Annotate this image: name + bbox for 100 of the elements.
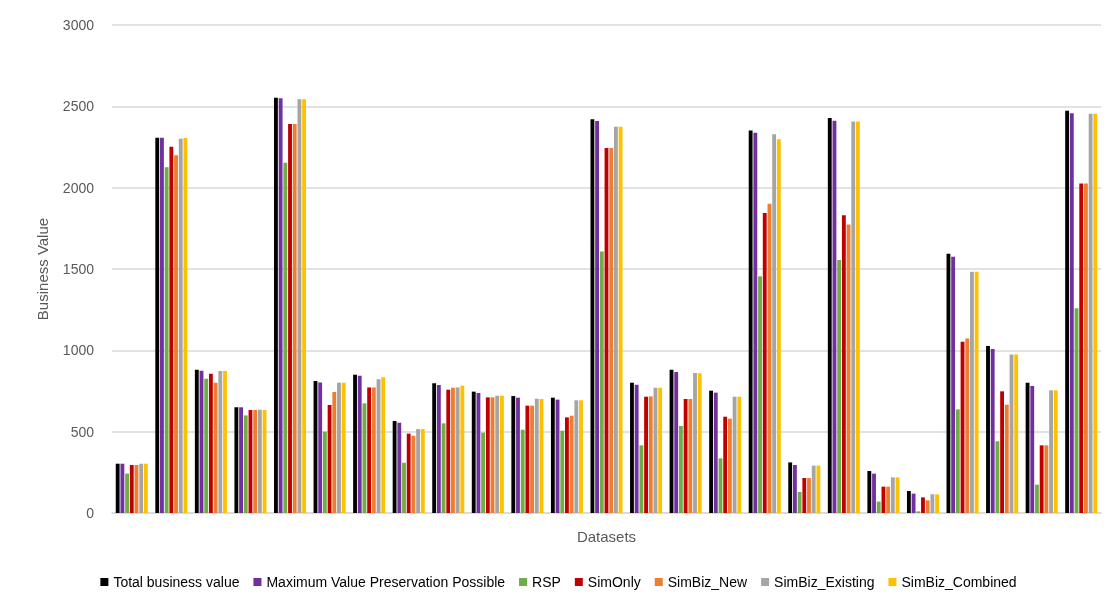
bar xyxy=(965,338,970,513)
bar xyxy=(802,478,807,513)
bar xyxy=(1049,390,1053,513)
bar xyxy=(792,465,797,513)
bar xyxy=(178,138,183,513)
bar xyxy=(1035,484,1039,513)
bar xyxy=(322,431,327,513)
bar xyxy=(1000,391,1005,513)
bar xyxy=(476,392,481,513)
bar xyxy=(406,433,411,513)
bar xyxy=(1004,404,1009,513)
bar xyxy=(451,387,455,513)
bar xyxy=(302,99,307,513)
bar xyxy=(688,398,693,513)
bar xyxy=(411,435,416,513)
bar xyxy=(788,462,793,513)
bar xyxy=(1014,354,1019,513)
bar xyxy=(174,155,178,513)
bar xyxy=(204,378,209,513)
bar xyxy=(648,396,653,513)
bar xyxy=(748,130,753,513)
bar xyxy=(772,134,777,513)
bar xyxy=(881,486,886,513)
bar xyxy=(1053,390,1058,513)
bar xyxy=(223,370,227,513)
bar xyxy=(797,492,802,513)
bar xyxy=(837,260,842,513)
bar xyxy=(341,382,346,513)
bar xyxy=(371,387,376,513)
bar xyxy=(155,137,160,513)
bar xyxy=(243,415,248,513)
bar xyxy=(525,405,530,513)
bar xyxy=(1083,183,1088,513)
bar xyxy=(921,497,925,513)
bar xyxy=(599,251,604,513)
y-tick-label: 0 xyxy=(86,505,95,521)
y-tick-label: 3000 xyxy=(62,17,95,33)
bar xyxy=(402,462,406,513)
bar xyxy=(737,396,742,513)
bar xyxy=(332,391,337,513)
bar xyxy=(1039,445,1044,513)
bar xyxy=(995,441,1000,513)
bar xyxy=(574,400,579,513)
bar xyxy=(381,377,386,513)
bar xyxy=(723,416,728,513)
bar xyxy=(530,405,534,513)
bar xyxy=(481,432,486,513)
bar xyxy=(357,375,362,513)
y-tick-label: 500 xyxy=(70,423,95,440)
bar xyxy=(644,396,648,513)
bar xyxy=(397,422,402,513)
bar xyxy=(732,396,737,513)
bar xyxy=(416,429,421,513)
bar xyxy=(807,478,811,513)
bar xyxy=(595,120,600,513)
x-axis-title: Datasets xyxy=(576,528,637,545)
bar xyxy=(1093,113,1098,513)
bar xyxy=(590,119,595,513)
legend-label: RSP xyxy=(532,574,561,590)
bar xyxy=(886,486,891,513)
bar xyxy=(560,430,565,513)
bar xyxy=(867,471,872,513)
bar xyxy=(194,369,199,513)
bar xyxy=(120,463,125,513)
y-tick-label: 2000 xyxy=(62,179,95,196)
bar xyxy=(550,397,555,513)
bar xyxy=(125,473,130,513)
bar xyxy=(851,121,856,513)
bar xyxy=(856,121,860,513)
bar xyxy=(218,370,223,513)
bar xyxy=(841,215,846,513)
bar xyxy=(164,167,169,513)
legend-label: Total business value xyxy=(113,574,240,590)
legend-label: SimBiz_New xyxy=(667,574,748,590)
y-tick-label: 1500 xyxy=(62,261,95,277)
bar xyxy=(129,465,134,513)
bar xyxy=(534,398,539,513)
bar xyxy=(367,387,372,513)
bar xyxy=(471,391,476,513)
bar xyxy=(658,387,663,513)
bar xyxy=(460,385,465,513)
bar xyxy=(257,409,262,513)
bar xyxy=(816,465,821,513)
bar xyxy=(630,382,634,513)
bar xyxy=(1044,445,1049,513)
bar xyxy=(337,382,341,513)
bar xyxy=(327,404,332,513)
bar xyxy=(618,126,623,513)
bar xyxy=(579,400,583,513)
bar xyxy=(713,392,718,513)
y-axis-title: Business Value xyxy=(34,217,51,321)
bar xyxy=(446,389,451,513)
bar xyxy=(353,374,357,513)
bar xyxy=(925,500,930,513)
bar xyxy=(639,445,644,513)
bar xyxy=(970,271,974,513)
bar xyxy=(753,132,758,513)
bar xyxy=(634,384,639,513)
bar xyxy=(283,162,288,513)
bar xyxy=(115,463,120,513)
